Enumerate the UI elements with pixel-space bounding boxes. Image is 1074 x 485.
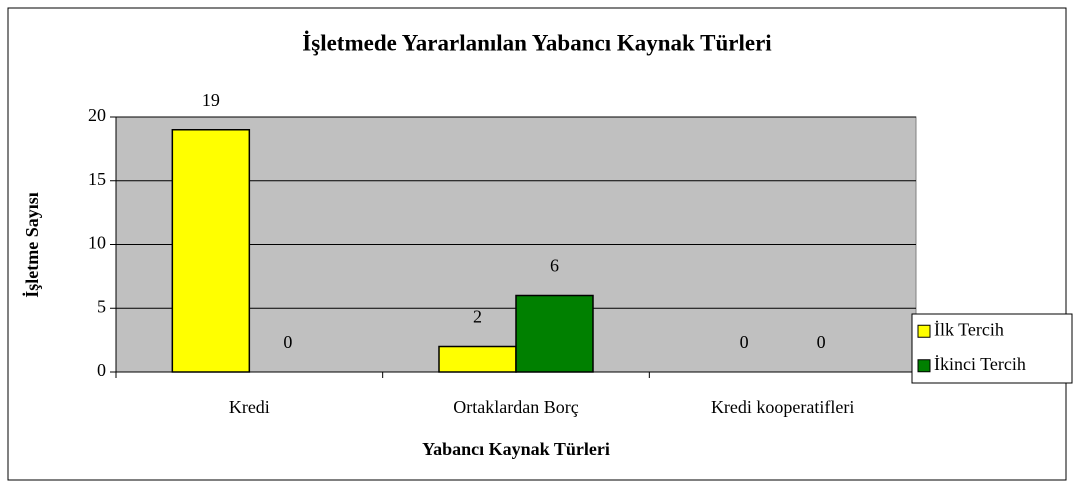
value-label: 0 <box>817 332 826 352</box>
legend-label: İkinci Tercih <box>934 354 1026 374</box>
bar <box>515 294 594 373</box>
chart-title: İşletmede Yararlanılan Yabancı Kaynak Tü… <box>302 30 772 55</box>
y-tick-label: 0 <box>97 360 106 380</box>
legend-box <box>911 313 1073 384</box>
bar <box>438 345 517 373</box>
y-tick-label: 20 <box>88 105 106 125</box>
y-tick-label: 5 <box>97 296 106 316</box>
x-axis-title: Yabancı Kaynak Türleri <box>422 439 610 459</box>
x-tick-label: Kredi <box>229 397 270 417</box>
bar <box>171 129 251 373</box>
x-tick-label: Kredi kooperatifleri <box>711 397 854 417</box>
legend-swatch <box>917 359 931 373</box>
value-label: 0 <box>283 332 292 352</box>
y-tick-label: 15 <box>88 169 106 189</box>
value-label: 19 <box>202 90 220 110</box>
value-label: 0 <box>740 332 749 352</box>
x-tick-label: Ortaklardan Borç <box>453 397 578 417</box>
legend-swatch <box>917 324 931 338</box>
y-tick-label: 10 <box>88 233 106 253</box>
y-axis-title: İşletme Sayısı <box>22 192 42 298</box>
value-label: 2 <box>473 307 482 327</box>
legend-label: İlk Tercih <box>934 319 1004 339</box>
value-label: 6 <box>550 256 559 276</box>
